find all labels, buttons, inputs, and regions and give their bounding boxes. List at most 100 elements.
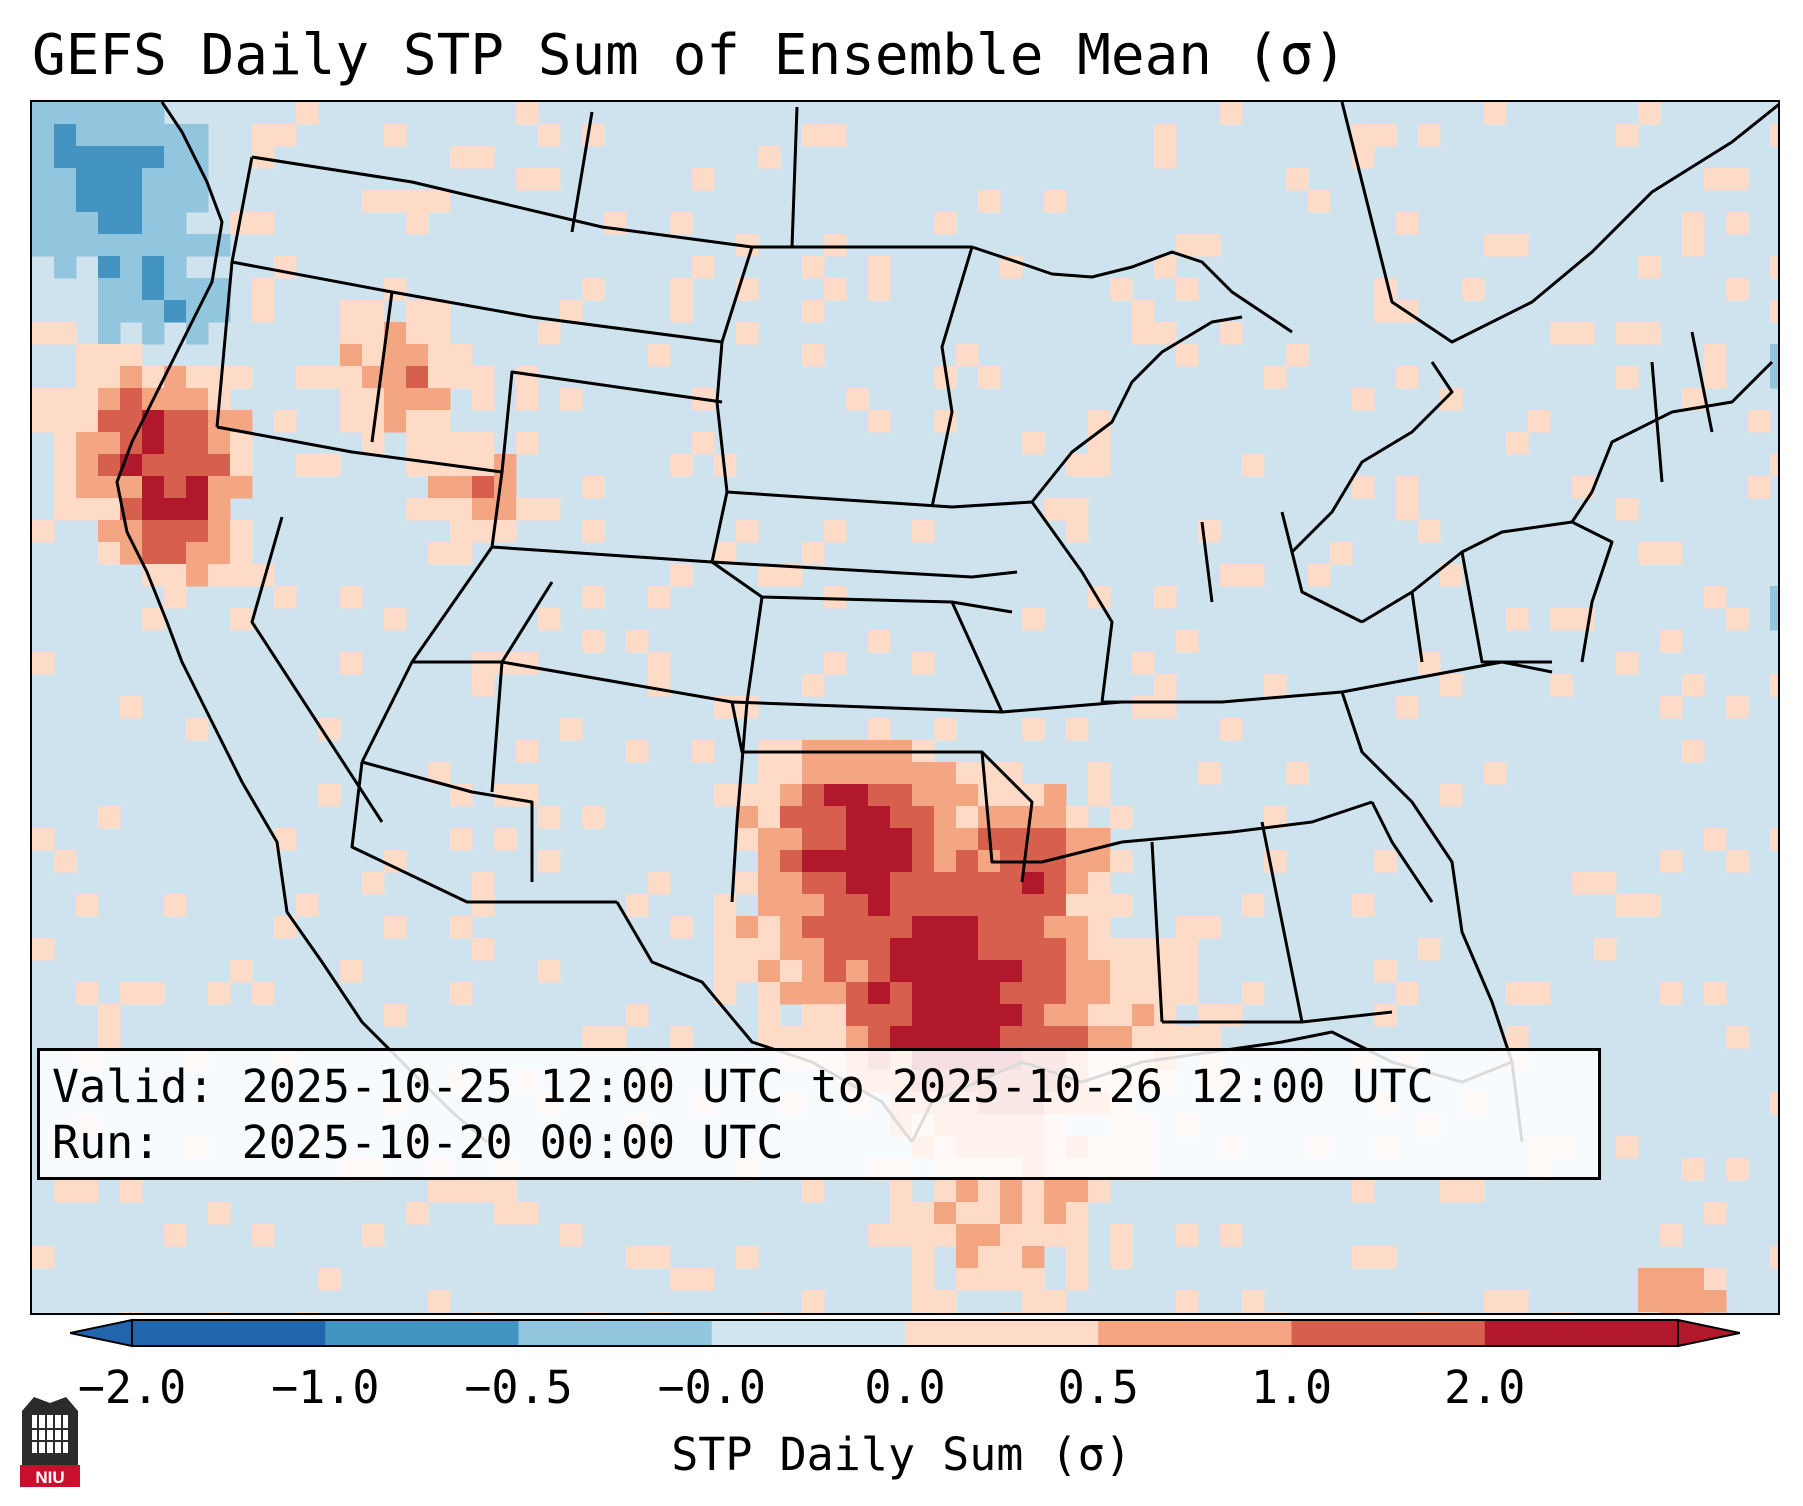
stp-cell	[1484, 1290, 1507, 1313]
stp-cell	[868, 1026, 891, 1049]
stp-cell	[450, 366, 473, 389]
colorbar-segment	[1484, 1320, 1679, 1346]
stp-cell	[1682, 1290, 1705, 1313]
stp-cell	[1550, 322, 1573, 345]
stp-cell	[1110, 1026, 1133, 1049]
stp-cell	[868, 410, 891, 433]
stp-cell	[1110, 806, 1133, 829]
stp-cell	[252, 124, 275, 147]
stp-cell	[956, 1268, 979, 1291]
stp-cell	[758, 784, 781, 807]
stp-cell	[890, 828, 913, 851]
stp-cell	[32, 520, 55, 543]
stp-cell	[978, 1004, 1001, 1027]
stp-cell	[384, 410, 407, 433]
stp-cell	[1660, 1290, 1683, 1313]
stp-cell	[692, 256, 715, 279]
stp-cell	[1000, 828, 1023, 851]
stp-cell	[1286, 168, 1309, 191]
state-boundaries	[115, 102, 1778, 1144]
stp-cell	[1044, 960, 1067, 983]
stp-cell	[142, 322, 165, 345]
stp-cell	[868, 256, 891, 279]
stp-cell	[956, 916, 979, 939]
stp-cell	[824, 872, 847, 895]
stp-cell	[890, 916, 913, 939]
stp-cell	[1198, 234, 1221, 257]
stp-cell	[1352, 388, 1375, 411]
stp-cell	[1066, 718, 1089, 741]
stp-cell	[890, 806, 913, 829]
stp-cell	[76, 410, 99, 433]
stp-cell	[802, 960, 825, 983]
stp-cell	[978, 1180, 1001, 1203]
stp-cell	[912, 1268, 935, 1291]
stp-cell	[296, 894, 319, 917]
stp-cell	[934, 894, 957, 917]
stp-cell	[32, 146, 55, 169]
stp-cell	[1132, 1026, 1155, 1049]
stp-cell	[1506, 1290, 1529, 1313]
stp-cell	[934, 828, 957, 851]
stp-cell	[670, 212, 693, 235]
stp-cell	[186, 410, 209, 433]
stp-cell	[98, 102, 121, 125]
stp-cell	[934, 1224, 957, 1247]
stp-cell	[648, 1246, 671, 1269]
stp-cell	[1374, 850, 1397, 873]
stp-cell	[846, 828, 869, 851]
stp-cell	[32, 212, 55, 235]
stp-cell	[736, 784, 759, 807]
stp-cell	[1770, 256, 1778, 279]
stp-cell	[98, 344, 121, 367]
stp-cell	[1484, 234, 1507, 257]
stp-cell	[802, 1312, 825, 1313]
stp-cell	[1022, 916, 1045, 939]
stp-cell	[934, 806, 957, 829]
stp-cell	[1352, 1180, 1375, 1203]
stp-cell	[76, 146, 99, 169]
stp-cell	[1616, 1136, 1639, 1159]
stp-cell	[186, 190, 209, 213]
stp-cell	[1044, 806, 1067, 829]
stp-cell	[978, 1268, 1001, 1291]
stp-cell	[934, 1202, 957, 1225]
stp-cell	[142, 212, 165, 235]
stp-cell	[824, 586, 847, 609]
stp-cell	[362, 872, 385, 895]
stp-cell	[560, 1224, 583, 1247]
stp-cell	[934, 938, 957, 961]
stp-cell	[1066, 960, 1089, 983]
stp-cell	[186, 432, 209, 455]
stp-cell	[538, 960, 561, 983]
stp-cell	[1770, 608, 1778, 631]
stp-cell	[384, 1004, 407, 1027]
stp-cell	[1638, 1290, 1661, 1313]
stp-cell	[582, 278, 605, 301]
stp-cell	[956, 1004, 979, 1027]
stp-cell	[692, 432, 715, 455]
stp-cell	[142, 278, 165, 301]
stp-cell	[472, 674, 495, 697]
stp-cell	[1242, 894, 1265, 917]
stp-cell	[956, 828, 979, 851]
stp-cell	[1176, 1290, 1199, 1313]
stp-cell	[1044, 828, 1067, 851]
stp-cell	[846, 916, 869, 939]
stp-cell	[1330, 542, 1353, 565]
stp-cell	[186, 366, 209, 389]
stp-cell	[98, 410, 121, 433]
stp-cell	[868, 982, 891, 1005]
stp-cell	[208, 542, 231, 565]
stp-cell	[142, 146, 165, 169]
stp-cell	[736, 960, 759, 983]
stp-cell	[98, 806, 121, 829]
stp-cell	[186, 234, 209, 257]
colorbar-segment	[905, 1320, 1099, 1346]
stp-cell	[120, 1312, 143, 1313]
stp-cell	[428, 344, 451, 367]
stp-cell	[802, 806, 825, 829]
stp-cell	[1660, 542, 1683, 565]
stp-cell	[824, 762, 847, 785]
stp-cell	[912, 1246, 935, 1269]
